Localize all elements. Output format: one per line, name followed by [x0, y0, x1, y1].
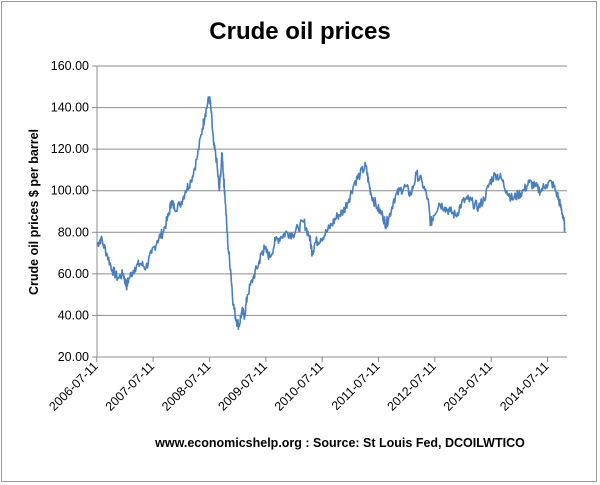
x-tick-labels: 2006-07-11 2007-07-11 2008-07-11 2009-07-11… — [46, 359, 551, 413]
x-tick-label: 2011-07-11 — [329, 359, 383, 413]
chart-title: Crude oil prices — [209, 18, 391, 45]
y-tick-label: 140.00 — [51, 101, 89, 115]
x-tick-label: 2013-07-11 — [441, 359, 495, 413]
x-tick-label: 2006-07-11 — [46, 359, 100, 413]
y-tick-labels: 20.00 40.00 60.00 80.00 100.00 120.00 140.00 16… — [51, 59, 89, 364]
y-tick-label: 60.00 — [58, 267, 89, 281]
x-tick-label: 2008-07-11 — [159, 359, 213, 413]
axes — [92, 65, 567, 362]
series-group — [96, 96, 566, 331]
source-note: www.economicshelp.org : Source: St Louis… — [155, 436, 525, 450]
y-tick-label: 20.00 — [58, 350, 89, 364]
x-tick-label: 2007-07-11 — [103, 359, 157, 413]
series-line — [96, 96, 566, 331]
x-tick-label: 2010-07-11 — [272, 359, 326, 413]
x-tick-label: 2009-07-11 — [215, 359, 269, 413]
y-tick-label: 120.00 — [51, 142, 89, 156]
y-tick-label: 40.00 — [58, 308, 89, 322]
x-tick-label: 2012-07-11 — [385, 359, 439, 413]
gridlines — [97, 65, 567, 316]
y-tick-label: 160.00 — [51, 59, 89, 73]
y-tick-label: 80.00 — [58, 225, 89, 239]
x-tick-label: 2014-07-11 — [497, 359, 551, 413]
y-tick-label: 100.00 — [51, 184, 89, 198]
